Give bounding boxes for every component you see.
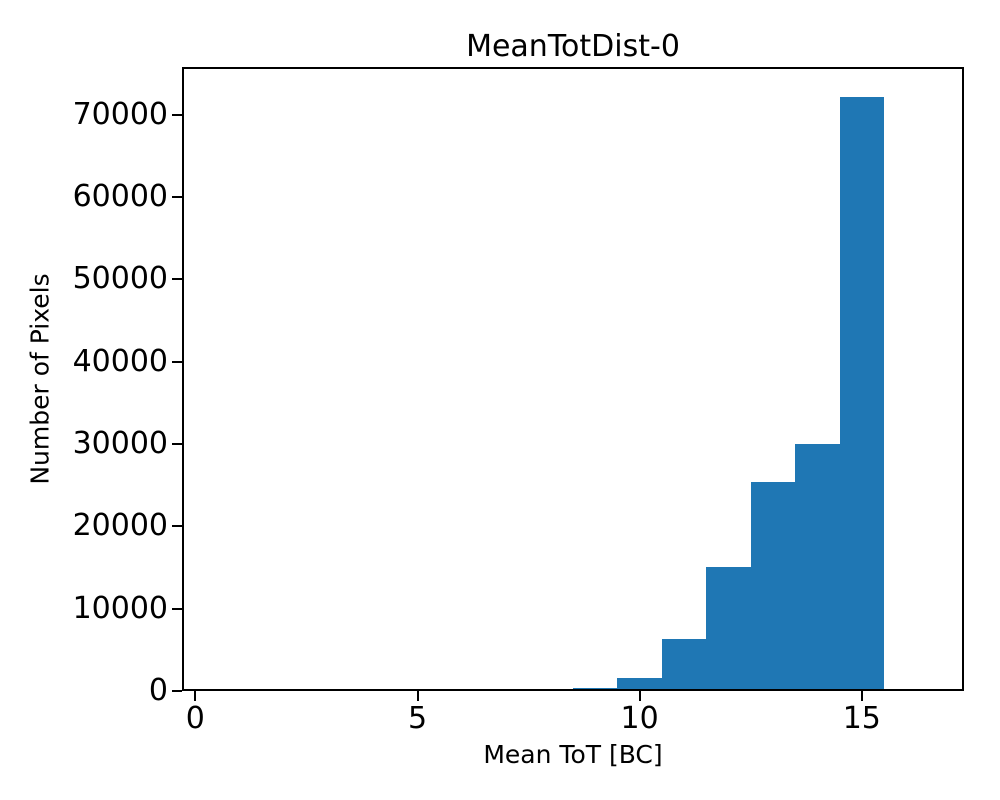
histogram-bar bbox=[750, 481, 796, 689]
y-axis-tick bbox=[172, 690, 182, 692]
histogram-bar bbox=[795, 444, 840, 689]
histogram-bar bbox=[839, 96, 884, 689]
chart-title: MeanTotDist-0 bbox=[466, 29, 680, 64]
y-axis-tick bbox=[172, 113, 182, 116]
x-axis-tick bbox=[416, 691, 419, 701]
y-tick-label: 50000 bbox=[72, 261, 168, 297]
y-tick-label: 30000 bbox=[72, 426, 168, 462]
y-axis-tick bbox=[172, 525, 182, 528]
y-axis-label: Number of Pixels bbox=[25, 273, 55, 485]
y-tick-label: 60000 bbox=[72, 179, 168, 215]
histogram-bar bbox=[617, 677, 662, 689]
histogram-bar bbox=[573, 687, 618, 689]
histogram-bar bbox=[706, 566, 751, 689]
y-tick-label: 0 bbox=[148, 673, 168, 708]
x-tick-label: 15 bbox=[842, 701, 881, 736]
x-tick-label: 10 bbox=[620, 701, 659, 736]
histogram-bar bbox=[661, 639, 707, 689]
y-axis-tick bbox=[172, 196, 182, 199]
y-tick-label: 10000 bbox=[72, 590, 168, 626]
y-tick-label: 20000 bbox=[72, 508, 168, 544]
x-axis-tick bbox=[638, 691, 641, 701]
y-tick-label: 70000 bbox=[72, 96, 168, 132]
y-axis-tick bbox=[172, 443, 182, 446]
y-axis-tick bbox=[172, 607, 182, 610]
x-axis-tick bbox=[194, 691, 197, 701]
y-axis-tick bbox=[172, 360, 182, 363]
y-axis-tick bbox=[172, 278, 182, 281]
y-tick-label: 40000 bbox=[72, 343, 168, 379]
x-tick-label: 0 bbox=[185, 701, 205, 736]
x-axis-tick bbox=[860, 691, 863, 701]
x-tick-label: 5 bbox=[407, 701, 428, 736]
x-axis-label: Mean ToT [BC] bbox=[483, 740, 663, 769]
